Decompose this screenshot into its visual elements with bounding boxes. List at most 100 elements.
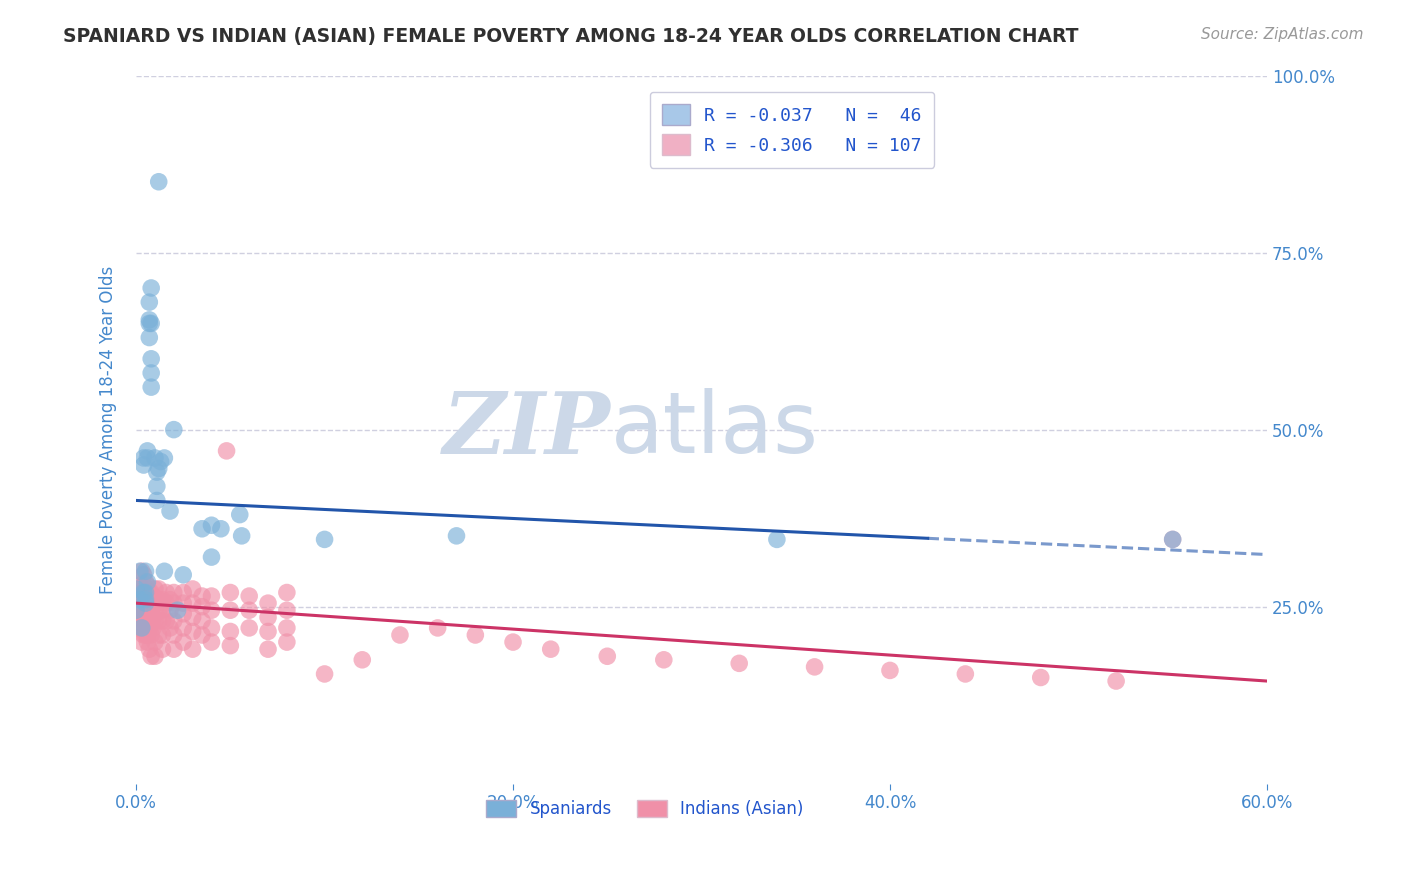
Point [231,529,253,543]
Point [135,628,157,642]
Point [219,585,242,599]
Point [163,614,186,628]
Point [136,450,159,465]
Point [172,585,194,599]
Point [135,592,157,607]
Point [155,585,177,599]
Point [152,603,174,617]
Point [229,508,252,522]
Point [163,596,186,610]
Point [148,461,170,475]
Point [138,621,160,635]
Point [219,603,242,617]
Point [803,660,825,674]
Point [141,366,163,380]
Point [132,458,155,472]
Point [138,317,160,331]
Point [141,351,163,366]
Point [128,610,150,624]
Point [141,317,163,331]
Point [148,175,170,189]
Point [152,642,174,657]
Point [132,621,155,635]
Point [314,533,336,547]
Point [125,599,148,614]
Point [135,596,157,610]
Point [766,533,789,547]
Point [131,599,153,614]
Point [141,603,163,617]
Point [131,635,153,649]
Point [143,592,166,607]
Point [136,628,159,642]
Point [142,610,165,624]
Point [136,578,159,592]
Point [426,621,449,635]
Point [446,529,468,543]
Point [596,649,619,664]
Point [132,585,155,599]
Point [143,603,166,617]
Point [163,423,186,437]
Point [181,596,204,610]
Point [141,585,163,599]
Point [200,518,222,533]
Point [128,603,150,617]
Point [132,614,155,628]
Point [152,614,174,628]
Point [146,479,169,493]
Text: ZIP: ZIP [443,388,612,471]
Point [166,603,188,617]
Point [132,628,155,642]
Point [159,504,181,518]
Point [143,450,166,465]
Point [135,610,157,624]
Point [191,628,214,642]
Point [219,624,242,639]
Point [159,621,181,635]
Point [141,628,163,642]
Point [131,564,153,578]
Point [138,642,160,657]
Point [128,578,150,592]
Point [153,450,176,465]
Point [132,450,155,465]
Point [138,585,160,599]
Point [131,621,153,635]
Point [135,592,157,607]
Point [191,589,214,603]
Point [152,592,174,607]
Point [879,664,901,678]
Point [238,589,260,603]
Point [132,567,155,582]
Point [1029,671,1052,685]
Point [141,380,163,394]
Legend: Spaniards, Indians (Asian): Spaniards, Indians (Asian) [479,794,810,825]
Point [138,610,160,624]
Point [127,607,149,621]
Point [141,592,163,607]
Point [200,603,222,617]
Point [143,649,166,664]
Point [131,621,153,635]
Point [128,592,150,607]
Point [135,574,157,589]
Point [143,635,166,649]
Point [257,642,280,657]
Point [138,313,160,327]
Point [138,295,160,310]
Point [127,585,149,599]
Point [135,599,157,614]
Point [257,624,280,639]
Point [172,567,194,582]
Point [215,443,238,458]
Point [141,649,163,664]
Point [125,603,148,617]
Point [172,635,194,649]
Point [314,667,336,681]
Point [135,585,157,599]
Point [141,281,163,295]
Point [128,564,150,578]
Point [148,603,170,617]
Point [136,574,159,589]
